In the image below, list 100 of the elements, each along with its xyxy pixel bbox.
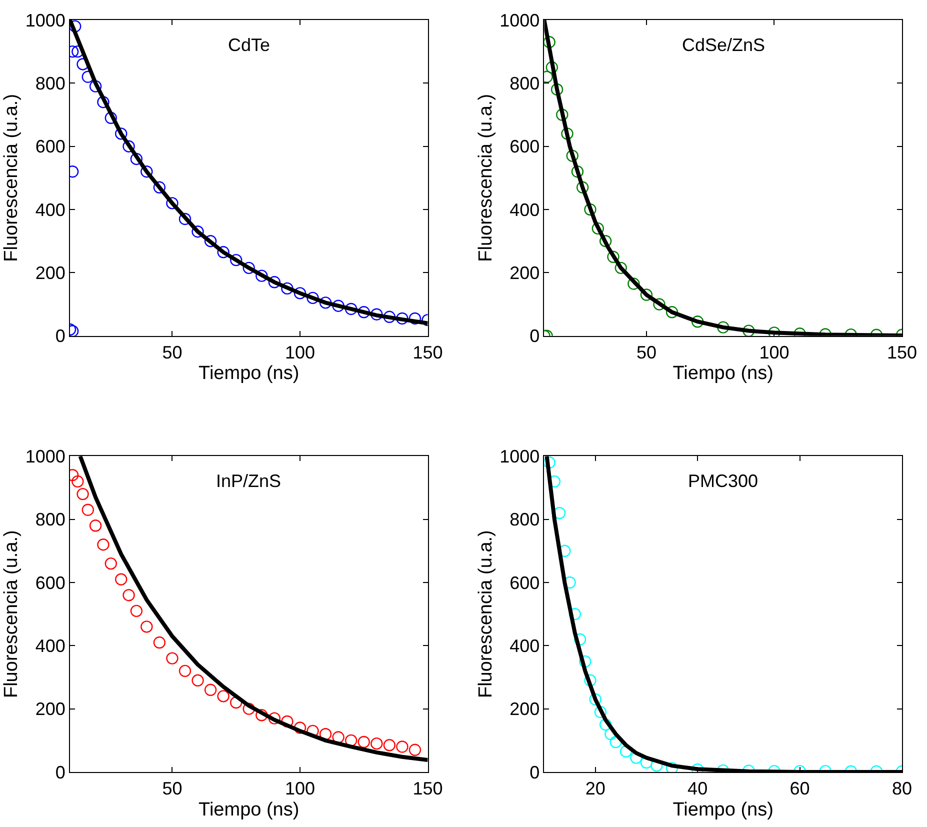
point — [358, 736, 370, 748]
x-tick-label: 150 — [412, 778, 443, 799]
y-tick-label: 0 — [55, 326, 66, 346]
point — [281, 282, 294, 295]
x-tick-label: 100 — [284, 778, 316, 799]
x-tick-label: 80 — [892, 778, 912, 799]
x-axis-title: Tiempo (ns) — [198, 363, 300, 384]
point — [192, 226, 204, 238]
x-tick-label: 40 — [688, 778, 708, 799]
point — [130, 152, 143, 166]
y-tick-label: 1000 — [25, 10, 66, 30]
point — [294, 722, 306, 734]
point — [640, 288, 653, 301]
text: CdTe — [228, 35, 270, 55]
point — [599, 234, 612, 248]
x-tick-label: 50 — [162, 342, 182, 362]
point — [550, 83, 564, 96]
y-axis-title: Fluorescencia (u.a.) — [1, 530, 22, 698]
x-axis-title: Tiempo (ns) — [672, 799, 774, 820]
point — [566, 150, 578, 162]
point — [408, 312, 422, 325]
point — [319, 296, 332, 309]
point — [82, 504, 94, 516]
point — [153, 636, 166, 649]
point — [546, 61, 558, 74]
y-tick-label: 400 — [510, 200, 540, 220]
point — [178, 664, 192, 678]
point — [571, 166, 584, 178]
point — [178, 212, 192, 226]
point — [653, 298, 666, 310]
point — [153, 181, 166, 194]
y-tick-label: 0 — [530, 762, 540, 782]
point — [345, 302, 358, 316]
point — [122, 589, 135, 602]
point — [89, 520, 102, 532]
point — [358, 306, 370, 318]
point — [584, 674, 596, 687]
point — [122, 140, 135, 152]
y-tick-label: 400 — [35, 636, 66, 656]
point — [594, 706, 607, 718]
x-tick-label: 60 — [790, 778, 810, 799]
point — [104, 112, 117, 124]
x-tick-label: 50 — [162, 778, 182, 799]
point — [544, 456, 556, 469]
point — [614, 262, 627, 274]
point — [717, 321, 730, 334]
point — [166, 197, 178, 210]
y-tick-label: 800 — [510, 510, 540, 530]
point — [256, 270, 268, 282]
x-tick-label: 50 — [636, 342, 656, 362]
y-tick-label: 800 — [510, 73, 540, 94]
point — [396, 740, 408, 753]
point — [666, 762, 678, 772]
point — [230, 254, 242, 266]
point — [204, 684, 217, 696]
x-axis-title: Tiempo (ns) — [672, 363, 774, 384]
y-tick-label: 1000 — [25, 446, 66, 466]
point — [628, 278, 640, 290]
point — [115, 573, 128, 586]
point — [584, 203, 596, 216]
y-tick-label: 0 — [530, 326, 540, 346]
point — [579, 655, 592, 668]
point — [383, 739, 396, 752]
point — [192, 674, 204, 687]
y-tick-label: 400 — [35, 200, 66, 220]
point — [561, 128, 574, 140]
point — [576, 181, 589, 194]
point — [242, 262, 255, 274]
x-tick-label: 100 — [759, 342, 790, 362]
point — [217, 246, 230, 258]
point — [130, 604, 143, 618]
y-tick-label: 600 — [35, 572, 66, 593]
point — [556, 108, 568, 121]
point — [691, 316, 704, 328]
point — [70, 20, 82, 32]
point — [396, 312, 408, 325]
y-tick-label: 1000 — [500, 446, 540, 466]
y-tick-label: 200 — [510, 699, 540, 720]
point — [104, 557, 117, 570]
point — [76, 488, 89, 500]
point — [268, 276, 281, 288]
point — [408, 744, 422, 756]
point — [115, 128, 128, 140]
point — [666, 306, 678, 318]
x-tick-label: 20 — [585, 778, 606, 799]
y-axis-title: Fluorescencia (u.a.) — [1, 94, 22, 262]
y-tick-label: 800 — [35, 73, 66, 94]
point — [97, 538, 110, 551]
point — [89, 80, 102, 92]
y-tick-label: 200 — [35, 262, 66, 283]
point — [370, 308, 383, 320]
point — [306, 292, 319, 304]
point — [332, 300, 344, 312]
point — [268, 712, 281, 724]
y-tick-label: 1000 — [500, 10, 540, 30]
x-tick-label: 150 — [886, 342, 918, 362]
point — [592, 222, 604, 235]
y-tick-label: 600 — [35, 136, 66, 157]
y-tick-label: 600 — [510, 136, 540, 157]
text: InP/ZnS — [216, 471, 282, 491]
